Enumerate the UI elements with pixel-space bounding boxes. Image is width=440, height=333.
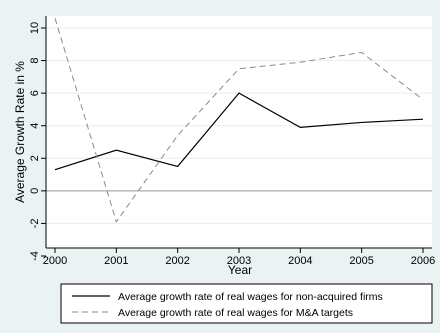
legend-label-ma-targets: Average growth rate of real wages for M&… — [118, 307, 353, 319]
x-tick-label-1: 2001 — [104, 255, 128, 267]
y-tick-label-6: 8 — [29, 58, 41, 64]
axes: -4 -2 0 2 4 6 8 10 2000 2001 2002 2003 2004 2005 2006 — [29, 16, 435, 267]
plot-area — [46, 16, 432, 248]
x-axis-title: Year — [228, 263, 252, 277]
y-tick-label-5: 6 — [29, 90, 41, 96]
x-tick-label-2: 2002 — [165, 255, 189, 267]
series-line-non-acquired — [54, 92, 424, 171]
y-tick-label-0: -4 — [29, 251, 41, 261]
y-tick-label-3: 2 — [29, 155, 41, 161]
y-tick-label-2: 0 — [29, 188, 41, 194]
series-line-ma-targets — [54, 18, 424, 223]
y-tick-label-4: 4 — [29, 123, 41, 129]
x-tick-label-4: 2004 — [288, 255, 312, 267]
x-tick-label-5: 2005 — [349, 255, 373, 267]
x-tick-label-3: 2003 — [227, 255, 251, 267]
y-tick-label-7: 10 — [29, 22, 41, 34]
series-layer — [54, 18, 424, 223]
legend-box — [60, 283, 433, 324]
x-tick-label-6: 2006 — [411, 255, 435, 267]
legend-label-non-acquired: Average growth rate of real wages for no… — [118, 291, 383, 303]
y-tick-label-1: -2 — [29, 219, 41, 229]
y-axis-title: Average Growth Rate in % — [13, 61, 27, 203]
legend: Average growth rate of real wages for no… — [60, 283, 433, 324]
x-tick-label-0: 2000 — [43, 255, 67, 267]
